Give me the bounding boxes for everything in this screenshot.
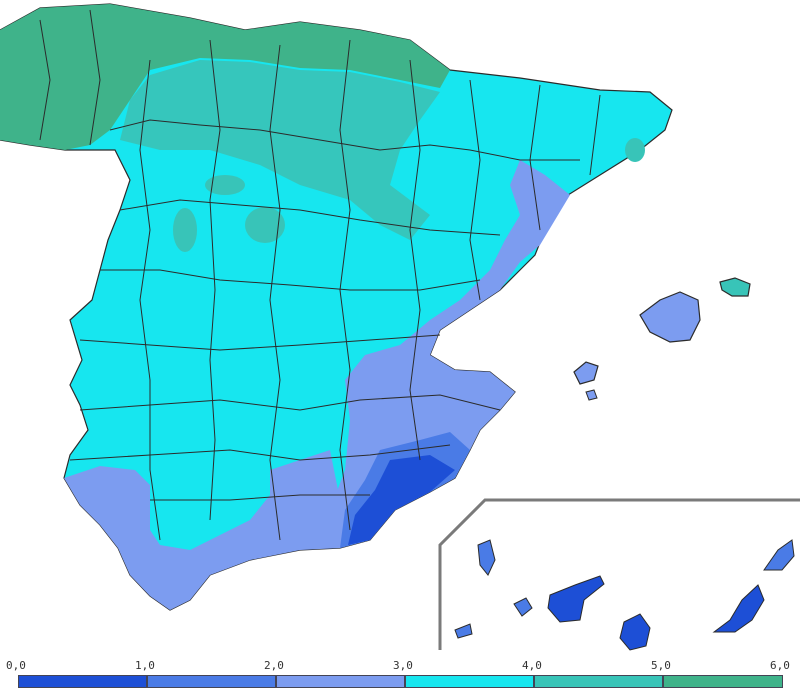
menorca-island: [719, 277, 751, 297]
legend-tick-2: 2,0: [264, 659, 284, 672]
legend-swatch-3-4: [405, 675, 534, 688]
teal-zone-center: [245, 207, 285, 243]
legend-swatch-5-6: [663, 675, 783, 688]
el-hierro-island: [454, 623, 473, 639]
la-palma-island: [477, 539, 496, 576]
southwest-blue-zone: [64, 450, 340, 610]
legend-swatch-2-3: [276, 675, 405, 688]
legend-tick-1: 1,0: [135, 659, 155, 672]
province-borders: [39, 9, 601, 541]
mallorca-island: [639, 291, 701, 343]
canary-inset-frame: [438, 498, 800, 650]
la-gomera-island: [513, 597, 533, 617]
legend-tick-5: 5,0: [651, 659, 671, 672]
ibiza-island: [573, 361, 599, 385]
legend-tick-6: 6,0: [770, 659, 790, 672]
legend-tick-3: 3,0: [393, 659, 413, 672]
gran-canaria-island: [619, 613, 651, 651]
legend-tick-4: 4,0: [522, 659, 542, 672]
legend-tick-0: 0,0: [6, 659, 26, 672]
teal-zone-north: [120, 60, 440, 240]
fuerteventura-island: [712, 584, 765, 633]
teal-zone-catalonia: [625, 138, 645, 162]
formentera-island: [585, 389, 598, 401]
lanzarote-island: [763, 539, 795, 571]
teal-zone-west: [173, 208, 197, 252]
teal-zone-duero: [205, 175, 245, 195]
north-green-zone: [0, 4, 450, 150]
southeast-darkest-zone: [348, 455, 455, 545]
legend-swatch-0-1: [18, 675, 147, 688]
legend-swatch-1-2: [147, 675, 276, 688]
legend-swatch-4-5: [534, 675, 663, 688]
tenerife-island: [547, 575, 605, 623]
